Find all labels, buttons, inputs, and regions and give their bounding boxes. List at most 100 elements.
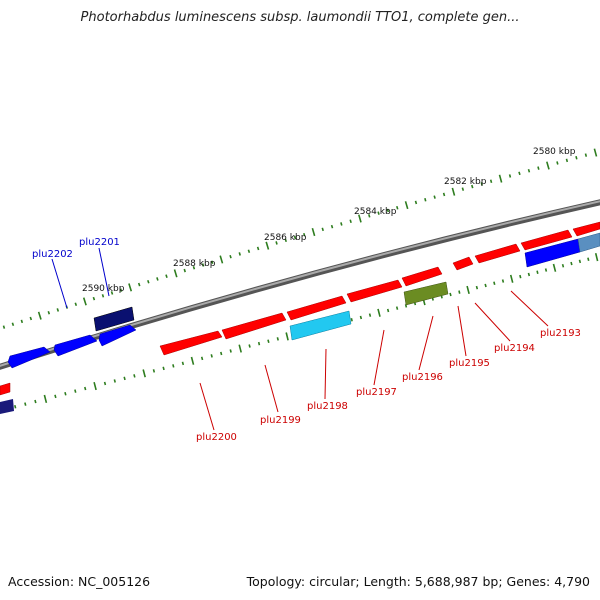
leader-plu2202 bbox=[51, 258, 68, 309]
outer-tick-3 bbox=[20, 319, 24, 324]
outer-tick-48 bbox=[433, 195, 436, 199]
inner-tick-4 bbox=[34, 399, 37, 404]
accession-label: Accession: NC_005126 bbox=[8, 574, 151, 589]
outer-tick-34 bbox=[303, 232, 306, 237]
gene-plu2202[interactable] bbox=[53, 334, 98, 357]
outer-tick-64 bbox=[584, 153, 588, 157]
gene-olive-feature[interactable] bbox=[403, 281, 449, 306]
scale-label-2588: 2588 kbp bbox=[173, 259, 216, 269]
outer-tick-row bbox=[2, 148, 598, 329]
outer-tick-28 bbox=[247, 249, 251, 253]
inner-tick-63 bbox=[578, 259, 582, 264]
inner-tick-42 bbox=[395, 306, 399, 310]
feature-row-inner bbox=[0, 232, 600, 414]
leader-plu2195 bbox=[457, 305, 467, 357]
gene-plu2200[interactable] bbox=[159, 330, 223, 356]
inner-tick-22 bbox=[210, 354, 213, 358]
gene-steel-feature[interactable] bbox=[577, 232, 600, 253]
inner-tick-52 bbox=[484, 283, 487, 288]
inner-tick-40 bbox=[377, 308, 381, 317]
outer-tick-39 bbox=[349, 219, 352, 224]
gene-blue-arrow-a[interactable] bbox=[7, 346, 51, 369]
outer-tick-42 bbox=[377, 211, 380, 215]
outer-tick-18 bbox=[156, 277, 159, 281]
inner-tick-39 bbox=[368, 313, 372, 317]
label-plu2198: plu2198 bbox=[307, 401, 348, 412]
outer-tick-41 bbox=[368, 214, 371, 218]
outer-tick-51 bbox=[461, 187, 465, 191]
scale-label-2584: 2584 kbp bbox=[354, 207, 397, 217]
outer-tick-63 bbox=[575, 156, 578, 160]
gene-plu2197[interactable] bbox=[346, 279, 403, 303]
inner-tick-61 bbox=[561, 264, 565, 268]
leader-plu2194 bbox=[474, 302, 511, 342]
gene-plu2199[interactable] bbox=[221, 312, 287, 340]
inner-tick-row bbox=[3, 253, 599, 412]
outer-tick-1 bbox=[2, 325, 6, 329]
outer-tick-20 bbox=[173, 269, 178, 278]
inner-tick-41 bbox=[386, 308, 390, 313]
leader-plu2201 bbox=[98, 247, 110, 297]
outer-tick-44 bbox=[396, 205, 399, 210]
outer-tick-52 bbox=[471, 184, 474, 189]
outer-tick-50 bbox=[451, 187, 456, 196]
gene-plu2194[interactable] bbox=[474, 243, 521, 264]
forward-strand-genes bbox=[0, 221, 600, 396]
gene-left-edge[interactable] bbox=[0, 382, 11, 396]
inner-tick-59 bbox=[544, 268, 548, 272]
outer-tick-5 bbox=[37, 311, 42, 320]
label-plu2196: plu2196 bbox=[402, 372, 443, 383]
inner-tick-13 bbox=[123, 376, 126, 381]
outer-tick-7 bbox=[56, 308, 60, 312]
scale-label-2580: 2580 kbp bbox=[533, 147, 576, 157]
outer-tick-22 bbox=[192, 265, 196, 270]
gene-plu2195[interactable] bbox=[452, 256, 474, 271]
outer-tick-15 bbox=[128, 283, 133, 292]
inner-tick-38 bbox=[359, 315, 363, 320]
leader-plu2197 bbox=[373, 329, 385, 386]
inner-tick-2 bbox=[14, 405, 17, 409]
outer-tick-31 bbox=[275, 241, 278, 245]
outer-tick-61 bbox=[556, 161, 559, 165]
label-plu2202: plu2202 bbox=[32, 249, 73, 260]
gene-plu2196[interactable] bbox=[401, 266, 443, 287]
inner-tick-27 bbox=[257, 341, 261, 346]
inner-tick-11 bbox=[103, 381, 107, 386]
outer-tick-19 bbox=[165, 274, 168, 278]
outer-tick-9 bbox=[74, 302, 78, 307]
genome-title: Photorhabdus luminescens subsp. laumondi… bbox=[80, 10, 520, 25]
outer-tick-53 bbox=[480, 182, 483, 186]
inner-tick-58 bbox=[536, 270, 539, 274]
scale-label-2586: 2586 kbp bbox=[264, 233, 307, 243]
inner-tick-12 bbox=[113, 379, 116, 383]
inner-tick-29 bbox=[276, 337, 279, 341]
inner-tick-3 bbox=[24, 402, 27, 406]
gene-next[interactable] bbox=[572, 221, 600, 237]
reverse-strand-genes bbox=[7, 306, 137, 369]
outer-tick-4 bbox=[29, 316, 33, 321]
outer-tick-62 bbox=[565, 158, 569, 163]
outer-tick-45 bbox=[404, 201, 409, 210]
leader-plu2196 bbox=[418, 315, 434, 371]
genome-summary: Topology: circular; Length: 5,688,987 bp… bbox=[246, 574, 590, 589]
inner-tick-16 bbox=[152, 369, 156, 373]
gene-plu2193[interactable] bbox=[520, 229, 573, 251]
inner-tick-50 bbox=[466, 285, 470, 295]
inner-tick-57 bbox=[527, 272, 531, 277]
gene-plu2201[interactable] bbox=[93, 306, 135, 332]
gene-plu2198[interactable] bbox=[286, 295, 347, 321]
inner-tick-25 bbox=[238, 344, 242, 353]
inner-tick-28 bbox=[267, 339, 270, 343]
outer-tick-23 bbox=[201, 263, 205, 267]
gene-cyan-feature[interactable] bbox=[289, 310, 352, 341]
label-plu2200: plu2200 bbox=[196, 432, 237, 443]
outer-tick-13 bbox=[110, 291, 114, 295]
inner-tick-26 bbox=[248, 344, 251, 348]
outer-tick-33 bbox=[293, 235, 297, 240]
inner-tick-17 bbox=[162, 366, 165, 371]
inner-tick-5 bbox=[43, 394, 48, 403]
inner-tick-62 bbox=[570, 261, 573, 266]
gene-blue-arrow-c[interactable] bbox=[98, 324, 137, 347]
gene-left-edge-dark[interactable] bbox=[0, 399, 14, 414]
